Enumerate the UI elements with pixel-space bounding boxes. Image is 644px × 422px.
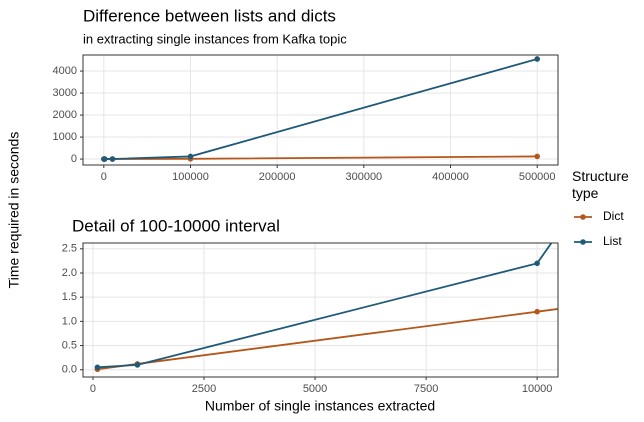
- x-tick-label: 100000: [172, 171, 209, 183]
- x-tick-label: 5000: [303, 383, 327, 395]
- data-point: [534, 260, 540, 267]
- chart-title: Detail of 100-10000 interval: [72, 216, 280, 235]
- x-tick-label: 0: [90, 383, 96, 395]
- x-tick-label: 200000: [259, 171, 296, 183]
- x-tick-label: 500000: [519, 171, 556, 183]
- plot-area: [101, 56, 540, 162]
- panel-background: [83, 243, 558, 377]
- x-tick-label: 7500: [414, 383, 438, 395]
- y-axis-label: Time required in seconds: [6, 132, 22, 289]
- legend-label: Dict: [603, 209, 624, 223]
- chart-title: Difference between lists and dicts: [83, 6, 336, 25]
- y-tick-label: 1.0: [62, 315, 77, 327]
- y-tick-label: 0.5: [62, 339, 77, 351]
- x-axis-label: Number of single instances extracted: [205, 398, 435, 414]
- data-point: [109, 156, 116, 162]
- data-point: [534, 56, 540, 62]
- legend-swatch: [580, 214, 586, 220]
- legend-swatch: [580, 239, 586, 245]
- x-tick-label: 10000: [522, 383, 553, 395]
- y-tick-label: 2.5: [62, 243, 77, 255]
- data-point: [534, 153, 540, 160]
- x-tick-label: 400000: [432, 171, 469, 183]
- y-tick-label: 1000: [53, 131, 77, 143]
- panel-border: [82, 54, 559, 166]
- legend-label: List: [603, 234, 622, 248]
- data-point: [94, 364, 101, 371]
- y-tick-label: 2000: [53, 109, 77, 121]
- y-tick-label: 3000: [53, 87, 77, 99]
- data-point: [187, 153, 194, 160]
- data-point: [534, 308, 540, 315]
- data-point: [134, 362, 141, 368]
- legend-title: Structure type: [572, 168, 629, 201]
- y-tick-label: 4000: [53, 65, 77, 77]
- data-point: [101, 156, 108, 162]
- plot-area: [94, 243, 558, 373]
- y-tick-label: 2.0: [62, 267, 77, 279]
- panel-border: [82, 242, 559, 378]
- x-tick-label: 2500: [192, 383, 216, 395]
- y-tick-label: 1.5: [62, 291, 77, 303]
- x-tick-label: 300000: [345, 171, 382, 183]
- chart-subtitle: in extracting single instances from Kafk…: [83, 31, 347, 46]
- x-tick-label: 0: [101, 171, 107, 183]
- y-tick-label: 0: [71, 153, 77, 165]
- panel-background: [83, 55, 558, 165]
- y-tick-label: 0.0: [62, 364, 77, 376]
